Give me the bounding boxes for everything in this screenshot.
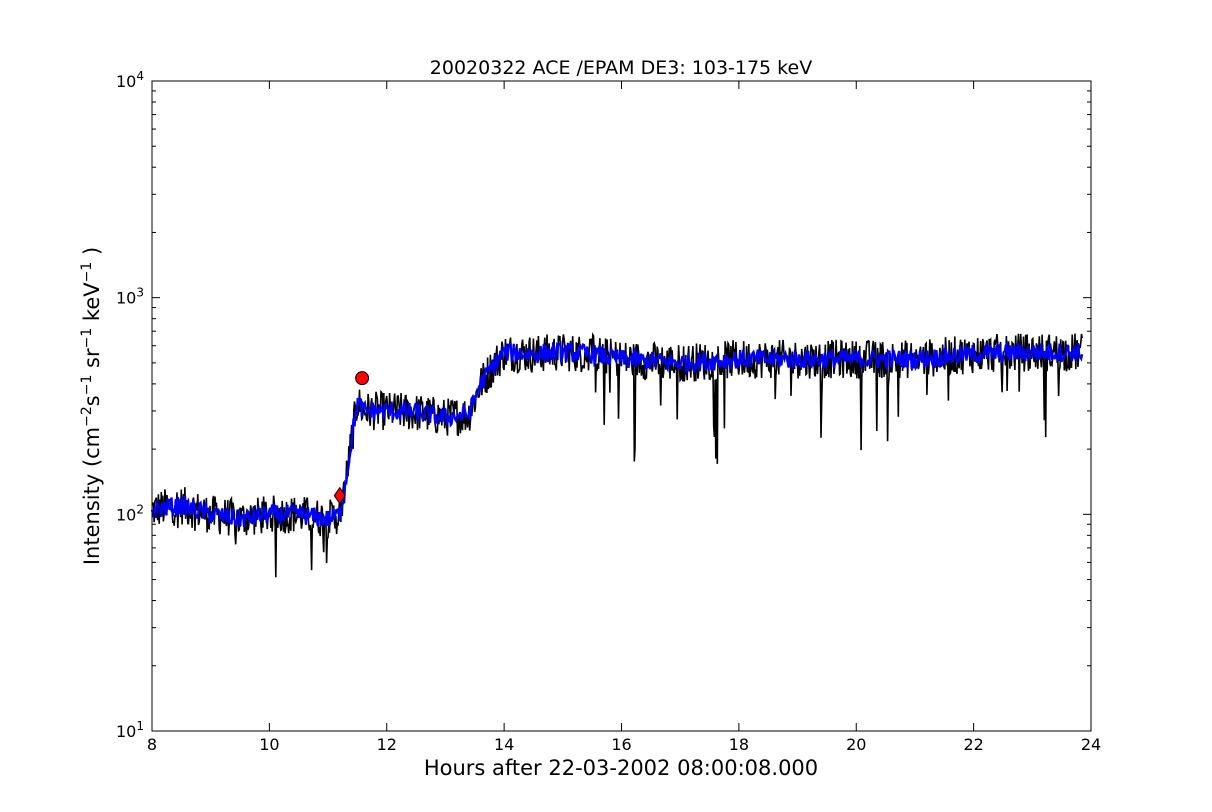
- x-tick-label: 16: [611, 735, 631, 754]
- x-tick-label: 24: [1081, 735, 1101, 754]
- y-axis-label: Intensity (cm−2s−1 sr−1 keV−1 ): [79, 247, 104, 565]
- marker-circle-0: [355, 371, 370, 386]
- marker-layer: [333, 371, 370, 505]
- x-tick-label: 20: [846, 735, 866, 754]
- x-tick-label: 14: [494, 735, 514, 754]
- y-tick-label: 101: [116, 719, 144, 741]
- series-line-1: [150, 339, 1084, 528]
- x-tick-label: 10: [259, 735, 279, 754]
- x-tick-label: 22: [963, 735, 983, 754]
- y-tick-label: 103: [116, 286, 144, 308]
- plot-area: [152, 81, 1091, 731]
- marker-diamond-1: [333, 486, 346, 505]
- series-line-0: [151, 332, 1083, 578]
- x-tick-label: 12: [377, 735, 397, 754]
- x-tick-label: 8: [147, 735, 157, 754]
- chart-title: 20020322 ACE /EPAM DE3: 103-175 keV: [430, 57, 812, 79]
- x-axis-label: Hours after 22-03-2002 08:00:08.000: [424, 756, 818, 780]
- series-layer: [150, 332, 1084, 578]
- x-tick-label: 18: [729, 735, 749, 754]
- y-tick-label: 102: [116, 502, 144, 524]
- y-tick-label: 104: [116, 69, 144, 91]
- tick-layer: 8 10 12 14 16 18 20 22 24 101 102 103 104: [116, 69, 1101, 754]
